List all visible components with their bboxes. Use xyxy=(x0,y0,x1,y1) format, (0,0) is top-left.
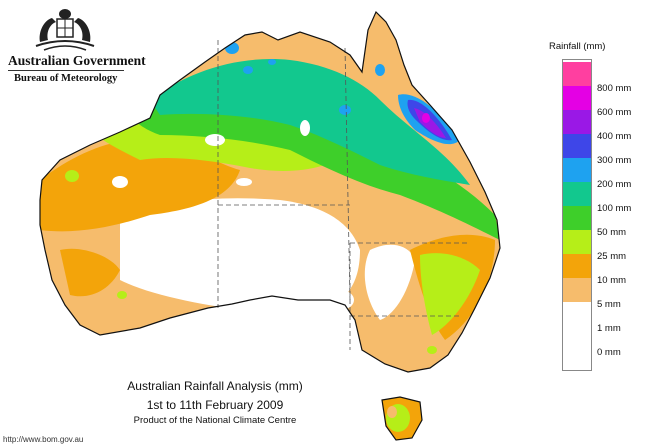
legend-label: 25 mm xyxy=(597,251,627,262)
legend-label: 1 mm xyxy=(597,323,621,334)
legend-label: 300 mm xyxy=(597,155,632,166)
legend-label: 100 mm xyxy=(597,203,632,214)
legend-swatch xyxy=(563,302,591,326)
map-credit: Product of the National Climate Centre xyxy=(133,415,297,426)
legend-color-scale xyxy=(562,59,592,371)
legend-label: 5 mm xyxy=(597,299,621,310)
legend-swatch xyxy=(563,86,591,110)
rainfall-map xyxy=(39,11,501,441)
legend-swatch xyxy=(563,134,591,158)
legend-swatch xyxy=(563,182,591,206)
legend-title: Rainfall (mm) xyxy=(549,41,606,52)
coat-of-arms-icon xyxy=(35,9,95,51)
legend-swatch xyxy=(563,254,591,278)
legend-swatch xyxy=(563,158,591,182)
map-title: Australian Rainfall Analysis (mm) xyxy=(127,379,303,393)
legend-label: 400 mm xyxy=(597,131,632,142)
legend-swatch xyxy=(563,110,591,134)
map-date-range: 1st to 11th February 2009 xyxy=(146,398,284,412)
header-divider xyxy=(8,70,124,71)
legend-swatch xyxy=(563,206,591,230)
bureau-subtitle: Bureau of Meteorology xyxy=(14,73,118,84)
legend-label: 800 mm xyxy=(597,83,632,94)
legend-label: 200 mm xyxy=(597,179,632,190)
legend-swatch xyxy=(563,278,591,302)
legend-swatch xyxy=(563,230,591,254)
government-title: Australian Government xyxy=(8,53,146,68)
legend-label: 50 mm xyxy=(597,227,627,238)
legend-label: 10 mm xyxy=(597,275,627,286)
website-url: http://www.bom.gov.au xyxy=(3,435,84,444)
legend-label: 600 mm xyxy=(597,107,632,118)
legend-label: 0 mm xyxy=(597,347,621,358)
legend-swatch xyxy=(563,62,591,86)
